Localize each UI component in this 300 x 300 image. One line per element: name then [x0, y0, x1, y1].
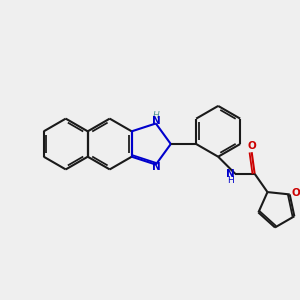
- Text: N: N: [152, 162, 161, 172]
- Text: N: N: [226, 169, 235, 179]
- Text: O: O: [247, 141, 256, 151]
- Text: H: H: [152, 111, 159, 120]
- Text: N: N: [152, 116, 161, 126]
- Text: H: H: [227, 176, 234, 185]
- Text: O: O: [291, 188, 300, 198]
